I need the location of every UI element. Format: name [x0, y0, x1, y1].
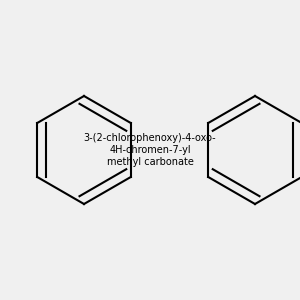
- Text: 3-(2-chlorophenoxy)-4-oxo-
4H-chromen-7-yl
methyl carbonate: 3-(2-chlorophenoxy)-4-oxo- 4H-chromen-7-…: [84, 134, 216, 166]
